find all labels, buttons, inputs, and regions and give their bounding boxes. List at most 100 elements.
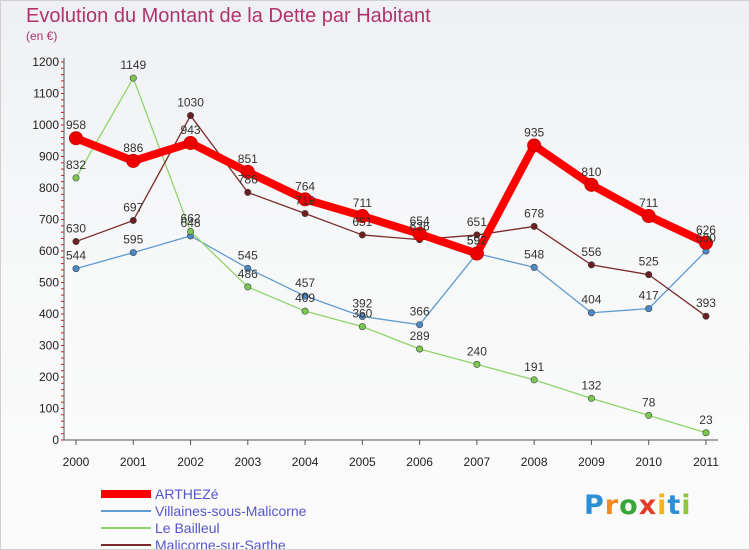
x-tick-label: 2008	[521, 455, 548, 469]
data-label: 630	[66, 222, 86, 236]
data-point	[240, 164, 255, 179]
data-point	[129, 249, 137, 257]
data-point	[469, 246, 484, 261]
data-label: 636	[410, 220, 430, 234]
data-point	[416, 321, 424, 329]
data-label: 457	[295, 276, 315, 290]
data-point	[530, 222, 538, 230]
x-tick-label: 2003	[234, 455, 261, 469]
legend-swatch	[101, 490, 151, 498]
y-tick-label: 1100	[33, 87, 59, 101]
data-point	[187, 227, 195, 235]
logo-letter: i	[681, 490, 692, 521]
data-point	[298, 192, 313, 207]
data-point	[587, 394, 595, 402]
y-tick-label: 900	[39, 150, 59, 164]
legend-item: Villaines-sous-Malicorne	[101, 503, 401, 520]
data-label: 191	[524, 360, 544, 374]
data-point	[587, 309, 595, 317]
data-label: 548	[524, 247, 544, 261]
series-line	[75, 235, 707, 326]
data-point	[355, 209, 370, 224]
legend-label: ARTHEZé	[155, 486, 219, 502]
logo-letter: P	[584, 490, 605, 521]
data-point	[641, 209, 656, 224]
data-point	[645, 305, 653, 313]
y-tick-label: 1000	[32, 118, 59, 132]
logo-letter: t	[667, 490, 682, 521]
data-label: 935	[524, 125, 544, 139]
data-label: 943	[181, 123, 201, 137]
data-point	[301, 307, 309, 315]
data-label: 654	[410, 214, 430, 228]
data-label: 626	[696, 223, 716, 237]
data-point	[702, 429, 710, 437]
data-label: 678	[524, 206, 544, 220]
x-tick-label: 2010	[635, 455, 662, 469]
chart-title: Evolution du Montant de la Dette par Hab…	[26, 5, 431, 27]
data-label: 393	[696, 296, 716, 310]
legend-label: Le Bailleul	[155, 520, 220, 536]
series-line	[75, 114, 707, 317]
data-point	[129, 74, 137, 82]
data-point	[129, 216, 137, 224]
x-tick-label: 2006	[406, 455, 433, 469]
x-tick-label: 2009	[578, 455, 605, 469]
chart-legend: ARTHEZé Villaines-sous-Malicorne Le Baille…	[101, 486, 401, 549]
data-label: 711	[353, 196, 372, 210]
data-label: 1030	[177, 96, 204, 110]
data-label: 417	[639, 289, 659, 303]
data-point	[587, 261, 595, 269]
data-point	[473, 360, 481, 368]
x-tick-label: 2007	[464, 455, 491, 469]
data-point	[473, 231, 481, 239]
data-point	[416, 345, 424, 353]
data-label: 764	[295, 179, 315, 193]
data-point	[645, 411, 653, 419]
legend-item: ARTHEZé	[101, 486, 401, 503]
data-label: 832	[66, 158, 86, 172]
data-point	[187, 112, 195, 120]
legend-swatch	[101, 527, 151, 529]
data-label: 289	[410, 329, 430, 343]
data-point	[698, 235, 713, 250]
data-label: 404	[581, 293, 601, 307]
data-label: 719	[295, 194, 315, 208]
data-label: 544	[66, 249, 86, 263]
legend-label: Villaines-sous-Malicorne	[155, 503, 307, 519]
data-point	[527, 138, 542, 153]
x-tick-label: 2000	[63, 455, 90, 469]
data-point	[358, 323, 366, 331]
data-label: 810	[581, 165, 601, 179]
chart-subtitle: (en €)	[26, 29, 58, 43]
data-label: 23	[699, 413, 713, 427]
x-tick-label: 2002	[177, 455, 204, 469]
y-tick-label: 500	[39, 276, 59, 290]
data-point	[72, 238, 80, 246]
data-label: 592	[467, 234, 487, 248]
data-label: 486	[238, 267, 258, 281]
data-label: 958	[66, 118, 86, 132]
data-label: 651	[467, 215, 487, 229]
data-point	[72, 174, 80, 182]
data-point	[244, 188, 252, 196]
data-point	[702, 312, 710, 320]
x-tick-label: 2011	[693, 455, 719, 469]
data-label: 851	[238, 152, 258, 166]
data-point	[530, 263, 538, 271]
y-tick-label: 700	[39, 213, 59, 227]
series-line	[72, 134, 710, 258]
data-point	[530, 376, 538, 384]
y-tick-label: 300	[39, 339, 59, 353]
data-label: 786	[238, 172, 258, 186]
data-label: 78	[642, 395, 656, 409]
logo-letter: r	[604, 490, 620, 521]
data-label: 600	[696, 231, 716, 245]
data-point	[412, 226, 427, 241]
data-label: 886	[123, 141, 143, 155]
data-point	[301, 292, 309, 300]
data-point	[584, 177, 599, 192]
data-label: 240	[467, 344, 487, 358]
y-tick-label: 400	[39, 307, 59, 321]
